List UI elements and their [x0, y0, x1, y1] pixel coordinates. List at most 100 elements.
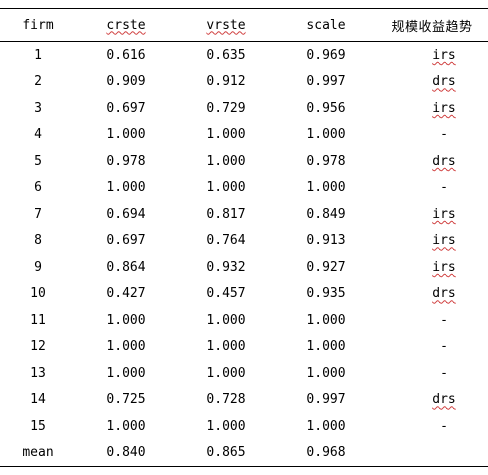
header-crste: crste	[76, 8, 176, 42]
cell-scale: 0.997	[306, 74, 346, 90]
cell-crste: 0.697	[106, 233, 146, 249]
cell-scale: 0.968	[276, 439, 376, 467]
cell-crste: 0.725	[106, 392, 146, 408]
cell-vrste: 1.000	[206, 365, 246, 381]
cell-scale: 0.913	[306, 233, 346, 249]
table-body: 1 0.616 0.635 0.969 irs 2 0.909 0.912 0.997 drs 3 0…	[0, 42, 488, 467]
cell-returns-to-scale: irs	[376, 42, 488, 69]
cell-firm: 2	[34, 74, 42, 90]
returns-to-scale-value: -	[440, 339, 448, 355]
cell-firm: 13	[30, 365, 46, 381]
cell-returns-to-scale: drs	[376, 281, 488, 308]
header-firm: firm	[0, 8, 76, 42]
cell-crste: 0.694	[106, 206, 146, 222]
cell-scale: 0.935	[306, 286, 346, 302]
cell-vrste: 1.000	[206, 312, 246, 328]
cell-scale: 1.000	[306, 339, 346, 355]
returns-to-scale-value: -	[440, 418, 448, 434]
cell-crste: 1.000	[106, 365, 146, 381]
cell-vrste: 0.865	[176, 439, 276, 467]
cell-returns-to-scale: -	[376, 360, 488, 387]
cell-firm: 3	[34, 100, 42, 116]
cell-firm: 10	[30, 286, 46, 302]
cell-returns-to-scale: irs	[376, 201, 488, 228]
table-row: 3 0.697 0.729 0.956 irs	[0, 95, 488, 122]
cell-scale: 1.000	[306, 418, 346, 434]
cell-scale: 1.000	[306, 180, 346, 196]
table-row: 12 1.000 1.000 1.000 -	[0, 334, 488, 361]
header-row: firm crste vrste scale 规模收益趋势	[0, 8, 488, 42]
returns-to-scale-value: irs	[432, 100, 456, 116]
header-vrste-label: vrste	[206, 17, 246, 33]
cell-crste: 1.000	[106, 180, 146, 196]
cell-returns-to-scale: -	[376, 122, 488, 149]
cell-crste: 0.840	[76, 439, 176, 467]
cell-crste: 0.697	[106, 100, 146, 116]
table-header: firm crste vrste scale 规模收益趋势	[0, 8, 488, 42]
cell-firm: 4	[34, 127, 42, 143]
cell-returns-to-scale	[376, 439, 488, 467]
cell-scale: 1.000	[306, 127, 346, 143]
cell-firm: 11	[30, 312, 46, 328]
returns-to-scale-value: drs	[432, 286, 456, 302]
cell-crste: 0.909	[106, 74, 146, 90]
table-row: 6 1.000 1.000 1.000 -	[0, 175, 488, 202]
cell-vrste: 0.817	[206, 206, 246, 222]
cell-scale: 0.956	[306, 100, 346, 116]
returns-to-scale-value: irs	[432, 233, 456, 249]
cell-returns-to-scale: irs	[376, 228, 488, 255]
returns-to-scale-value: irs	[432, 259, 456, 275]
table-row: 8 0.697 0.764 0.913 irs	[0, 228, 488, 255]
cell-vrste: 1.000	[206, 127, 246, 143]
cell-returns-to-scale: -	[376, 175, 488, 202]
returns-to-scale-value: irs	[432, 206, 456, 222]
cell-scale: 1.000	[306, 365, 346, 381]
cell-scale: 0.997	[306, 392, 346, 408]
cell-scale: 0.978	[306, 153, 346, 169]
cell-returns-to-scale: drs	[376, 69, 488, 96]
table-row: 5 0.978 1.000 0.978 drs	[0, 148, 488, 175]
cell-crste: 1.000	[106, 127, 146, 143]
cell-scale: 0.927	[306, 259, 346, 275]
table-row: 10 0.427 0.457 0.935 drs	[0, 281, 488, 308]
cell-vrste: 1.000	[206, 180, 246, 196]
table-row: 7 0.694 0.817 0.849 irs	[0, 201, 488, 228]
cell-returns-to-scale: -	[376, 307, 488, 334]
cell-crste: 0.616	[106, 47, 146, 63]
table-row: 11 1.000 1.000 1.000 -	[0, 307, 488, 334]
cell-scale: 1.000	[306, 312, 346, 328]
cell-firm: 6	[34, 180, 42, 196]
cell-crste: 0.427	[106, 286, 146, 302]
cell-returns-to-scale: -	[376, 413, 488, 440]
cell-returns-to-scale: drs	[376, 148, 488, 175]
cell-scale: 0.969	[306, 47, 346, 63]
cell-crste: 0.978	[106, 153, 146, 169]
cell-firm: 15	[30, 418, 46, 434]
returns-to-scale-value: drs	[432, 153, 456, 169]
cell-vrste: 0.457	[206, 286, 246, 302]
table-row: 15 1.000 1.000 1.000 -	[0, 413, 488, 440]
returns-to-scale-value: -	[440, 127, 448, 143]
header-scale: scale	[276, 8, 376, 42]
header-crste-label: crste	[106, 17, 146, 33]
cell-firm: 9	[34, 259, 42, 275]
returns-to-scale-value: -	[440, 365, 448, 381]
cell-crste: 1.000	[106, 312, 146, 328]
returns-to-scale-value: drs	[432, 392, 456, 408]
cell-returns-to-scale: drs	[376, 387, 488, 414]
cell-vrste: 0.635	[206, 47, 246, 63]
table-row: 14 0.725 0.728 0.997 drs	[0, 387, 488, 414]
table-row: 9 0.864 0.932 0.927 irs	[0, 254, 488, 281]
cell-firm: mean	[0, 439, 76, 467]
cell-firm: 1	[34, 47, 42, 63]
cell-crste: 0.864	[106, 259, 146, 275]
table-row: mean 0.840 0.865 0.968	[0, 439, 488, 467]
header-vrste: vrste	[176, 8, 276, 42]
cell-scale: 0.849	[306, 206, 346, 222]
cell-firm: 7	[34, 206, 42, 222]
table-row: 2 0.909 0.912 0.997 drs	[0, 69, 488, 96]
returns-to-scale-value: -	[440, 312, 448, 328]
table-row: 13 1.000 1.000 1.000 -	[0, 360, 488, 387]
cell-vrste: 0.728	[206, 392, 246, 408]
